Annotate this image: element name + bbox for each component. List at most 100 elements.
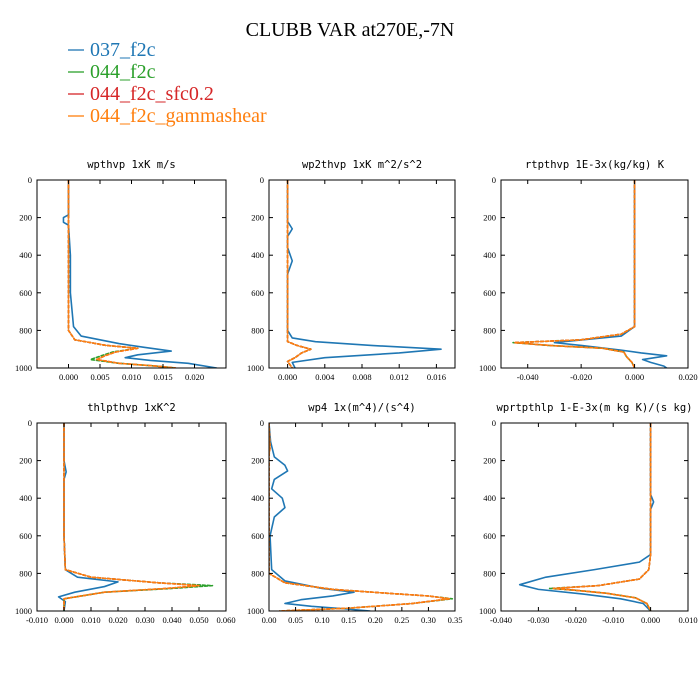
series-line-3 bbox=[67, 180, 177, 368]
panel-title: wp4 1x(m^4)/(s^4) bbox=[308, 402, 415, 414]
y-tick-label: 0 bbox=[492, 175, 496, 185]
series-line-2 bbox=[67, 180, 177, 368]
y-tick-label: 400 bbox=[251, 493, 264, 503]
series-line-3 bbox=[513, 180, 636, 368]
y-tick-label: 600 bbox=[19, 288, 32, 298]
y-tick-label: 400 bbox=[19, 493, 32, 503]
series-group bbox=[57, 423, 214, 611]
y-tick-label: 400 bbox=[19, 250, 32, 260]
x-tick-label: 0.040 bbox=[162, 615, 181, 625]
y-tick-label: 200 bbox=[251, 456, 264, 466]
series-line-4 bbox=[286, 180, 312, 368]
panel-title: rtpthvp 1E-3x(kg/kg) K bbox=[525, 159, 665, 171]
series-line-2 bbox=[63, 423, 214, 611]
x-tick-label: 0.010 bbox=[678, 615, 697, 625]
plot-frame bbox=[36, 179, 227, 369]
series-line-2 bbox=[548, 423, 652, 611]
legend-label: 044_f2c_gammashear bbox=[90, 105, 267, 127]
y-tick-label: 800 bbox=[251, 325, 264, 335]
legend-label: 044_f2c bbox=[90, 61, 156, 83]
y-tick-label: 0 bbox=[260, 418, 264, 428]
y-tick-label: 1000 bbox=[15, 606, 32, 616]
y-tick-label: 200 bbox=[19, 456, 32, 466]
series-line-4 bbox=[552, 423, 652, 611]
panel-4: thlpthvp 1xK^2 0 200 400 600 800 1000-0.010 0.0… bbox=[15, 402, 236, 625]
y-tick-label: 800 bbox=[251, 568, 264, 578]
x-tick-label: 0.05 bbox=[288, 615, 303, 625]
y-tick-label: 200 bbox=[483, 456, 496, 466]
plot-frame bbox=[36, 422, 227, 612]
y-tick-label: 200 bbox=[251, 213, 264, 223]
x-tick-label: 0.000 bbox=[59, 372, 78, 382]
x-tick-label: 0.016 bbox=[427, 372, 446, 382]
x-tick-label: 0.005 bbox=[90, 372, 109, 382]
y-tick-label: 1000 bbox=[247, 363, 264, 373]
y-tick-label: 0 bbox=[260, 175, 264, 185]
x-tick-label: 0.020 bbox=[185, 372, 204, 382]
x-tick-label: 0.015 bbox=[153, 372, 172, 382]
panel-title: wp2thvp 1xK m^2/s^2 bbox=[302, 159, 422, 171]
legend: 037_f2c044_f2c044_f2c_sfc0.2044_f2c_gamm… bbox=[68, 39, 267, 127]
series-line-4 bbox=[67, 180, 177, 368]
x-tick-label: 0.030 bbox=[135, 615, 154, 625]
y-tick-label: 1000 bbox=[247, 606, 264, 616]
x-tick-label: 0.000 bbox=[625, 372, 644, 382]
series-line-3 bbox=[63, 423, 200, 611]
legend-item: 044_f2c_gammashear bbox=[68, 105, 267, 127]
series-line-3 bbox=[552, 423, 652, 611]
y-tick-label: 400 bbox=[483, 250, 496, 260]
plot-frame bbox=[500, 179, 689, 369]
y-tick-label: 0 bbox=[28, 418, 32, 428]
series-group bbox=[286, 180, 442, 368]
series-group bbox=[512, 180, 668, 368]
x-tick-label: 0.000 bbox=[641, 615, 660, 625]
series-line-1 bbox=[286, 180, 442, 368]
x-tick-label: 0.25 bbox=[394, 615, 409, 625]
x-tick-label: 0.008 bbox=[352, 372, 371, 382]
legend-label: 044_f2c_sfc0.2 bbox=[90, 83, 214, 105]
panel-2: wp2thvp 1xK m^2/s^2 0 200 400 600 800 1000 0.00… bbox=[247, 159, 456, 382]
x-tick-label: -0.030 bbox=[527, 615, 549, 625]
x-tick-label: -0.020 bbox=[565, 615, 587, 625]
panel-title: thlpthvp 1xK^2 bbox=[87, 402, 176, 414]
panel-1: wpthvp 1xK m/s 0 200 400 600 800 1000 0.000 0.00… bbox=[15, 159, 227, 382]
x-tick-label: 0.30 bbox=[421, 615, 436, 625]
y-tick-label: 1000 bbox=[479, 606, 496, 616]
x-tick-label: 0.15 bbox=[341, 615, 356, 625]
series-line-4 bbox=[269, 423, 451, 611]
x-tick-label: 0.000 bbox=[54, 615, 73, 625]
y-tick-label: 800 bbox=[19, 325, 32, 335]
x-tick-label: 0.20 bbox=[368, 615, 383, 625]
legend-label: 037_f2c bbox=[90, 39, 156, 61]
x-tick-label: 0.10 bbox=[315, 615, 330, 625]
y-tick-label: 400 bbox=[483, 493, 496, 503]
x-tick-label: -0.010 bbox=[26, 615, 48, 625]
figure-title: CLUBB VAR at270E,-7N bbox=[246, 19, 455, 41]
series-group bbox=[518, 423, 655, 611]
x-tick-label: 0.004 bbox=[315, 372, 335, 382]
series-group bbox=[269, 423, 454, 611]
x-tick-label: 0.020 bbox=[678, 372, 697, 382]
y-tick-label: 600 bbox=[251, 288, 264, 298]
y-tick-label: 600 bbox=[483, 531, 496, 541]
y-tick-label: 1000 bbox=[15, 363, 32, 373]
legend-item: 044_f2c_sfc0.2 bbox=[68, 83, 214, 105]
plot-frame bbox=[268, 179, 456, 369]
series-group bbox=[62, 180, 218, 368]
y-tick-label: 600 bbox=[483, 288, 496, 298]
x-tick-label: -0.020 bbox=[570, 372, 592, 382]
plot-frame bbox=[268, 422, 456, 612]
y-tick-label: 400 bbox=[251, 250, 264, 260]
legend-item: 044_f2c bbox=[68, 61, 156, 83]
legend-item: 037_f2c bbox=[68, 39, 156, 61]
panel-6: wprtpthlp 1-E-3x(m kg K)/(s kg)0 200 400 60… bbox=[479, 402, 698, 625]
x-tick-label: 0.010 bbox=[81, 615, 100, 625]
x-tick-label: 0.010 bbox=[122, 372, 141, 382]
y-tick-label: 600 bbox=[251, 531, 264, 541]
x-tick-label: -0.040 bbox=[490, 615, 512, 625]
y-tick-label: 800 bbox=[483, 325, 496, 335]
series-line-4 bbox=[513, 180, 636, 368]
y-tick-label: 800 bbox=[483, 568, 496, 578]
